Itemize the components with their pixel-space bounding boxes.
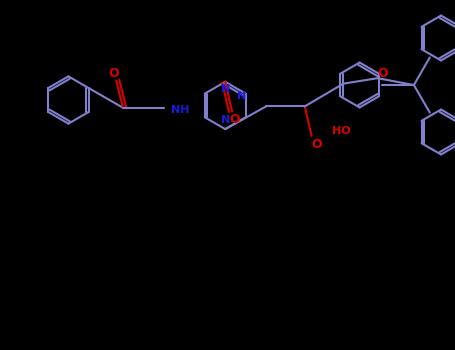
Text: HO: HO [332, 126, 351, 136]
Text: O: O [312, 138, 323, 150]
Text: O: O [378, 67, 388, 80]
Text: NH: NH [171, 105, 189, 115]
Text: N: N [238, 91, 247, 101]
Text: N: N [221, 115, 230, 125]
Text: N: N [221, 84, 230, 94]
Text: O: O [109, 67, 119, 80]
Text: O: O [229, 113, 240, 126]
